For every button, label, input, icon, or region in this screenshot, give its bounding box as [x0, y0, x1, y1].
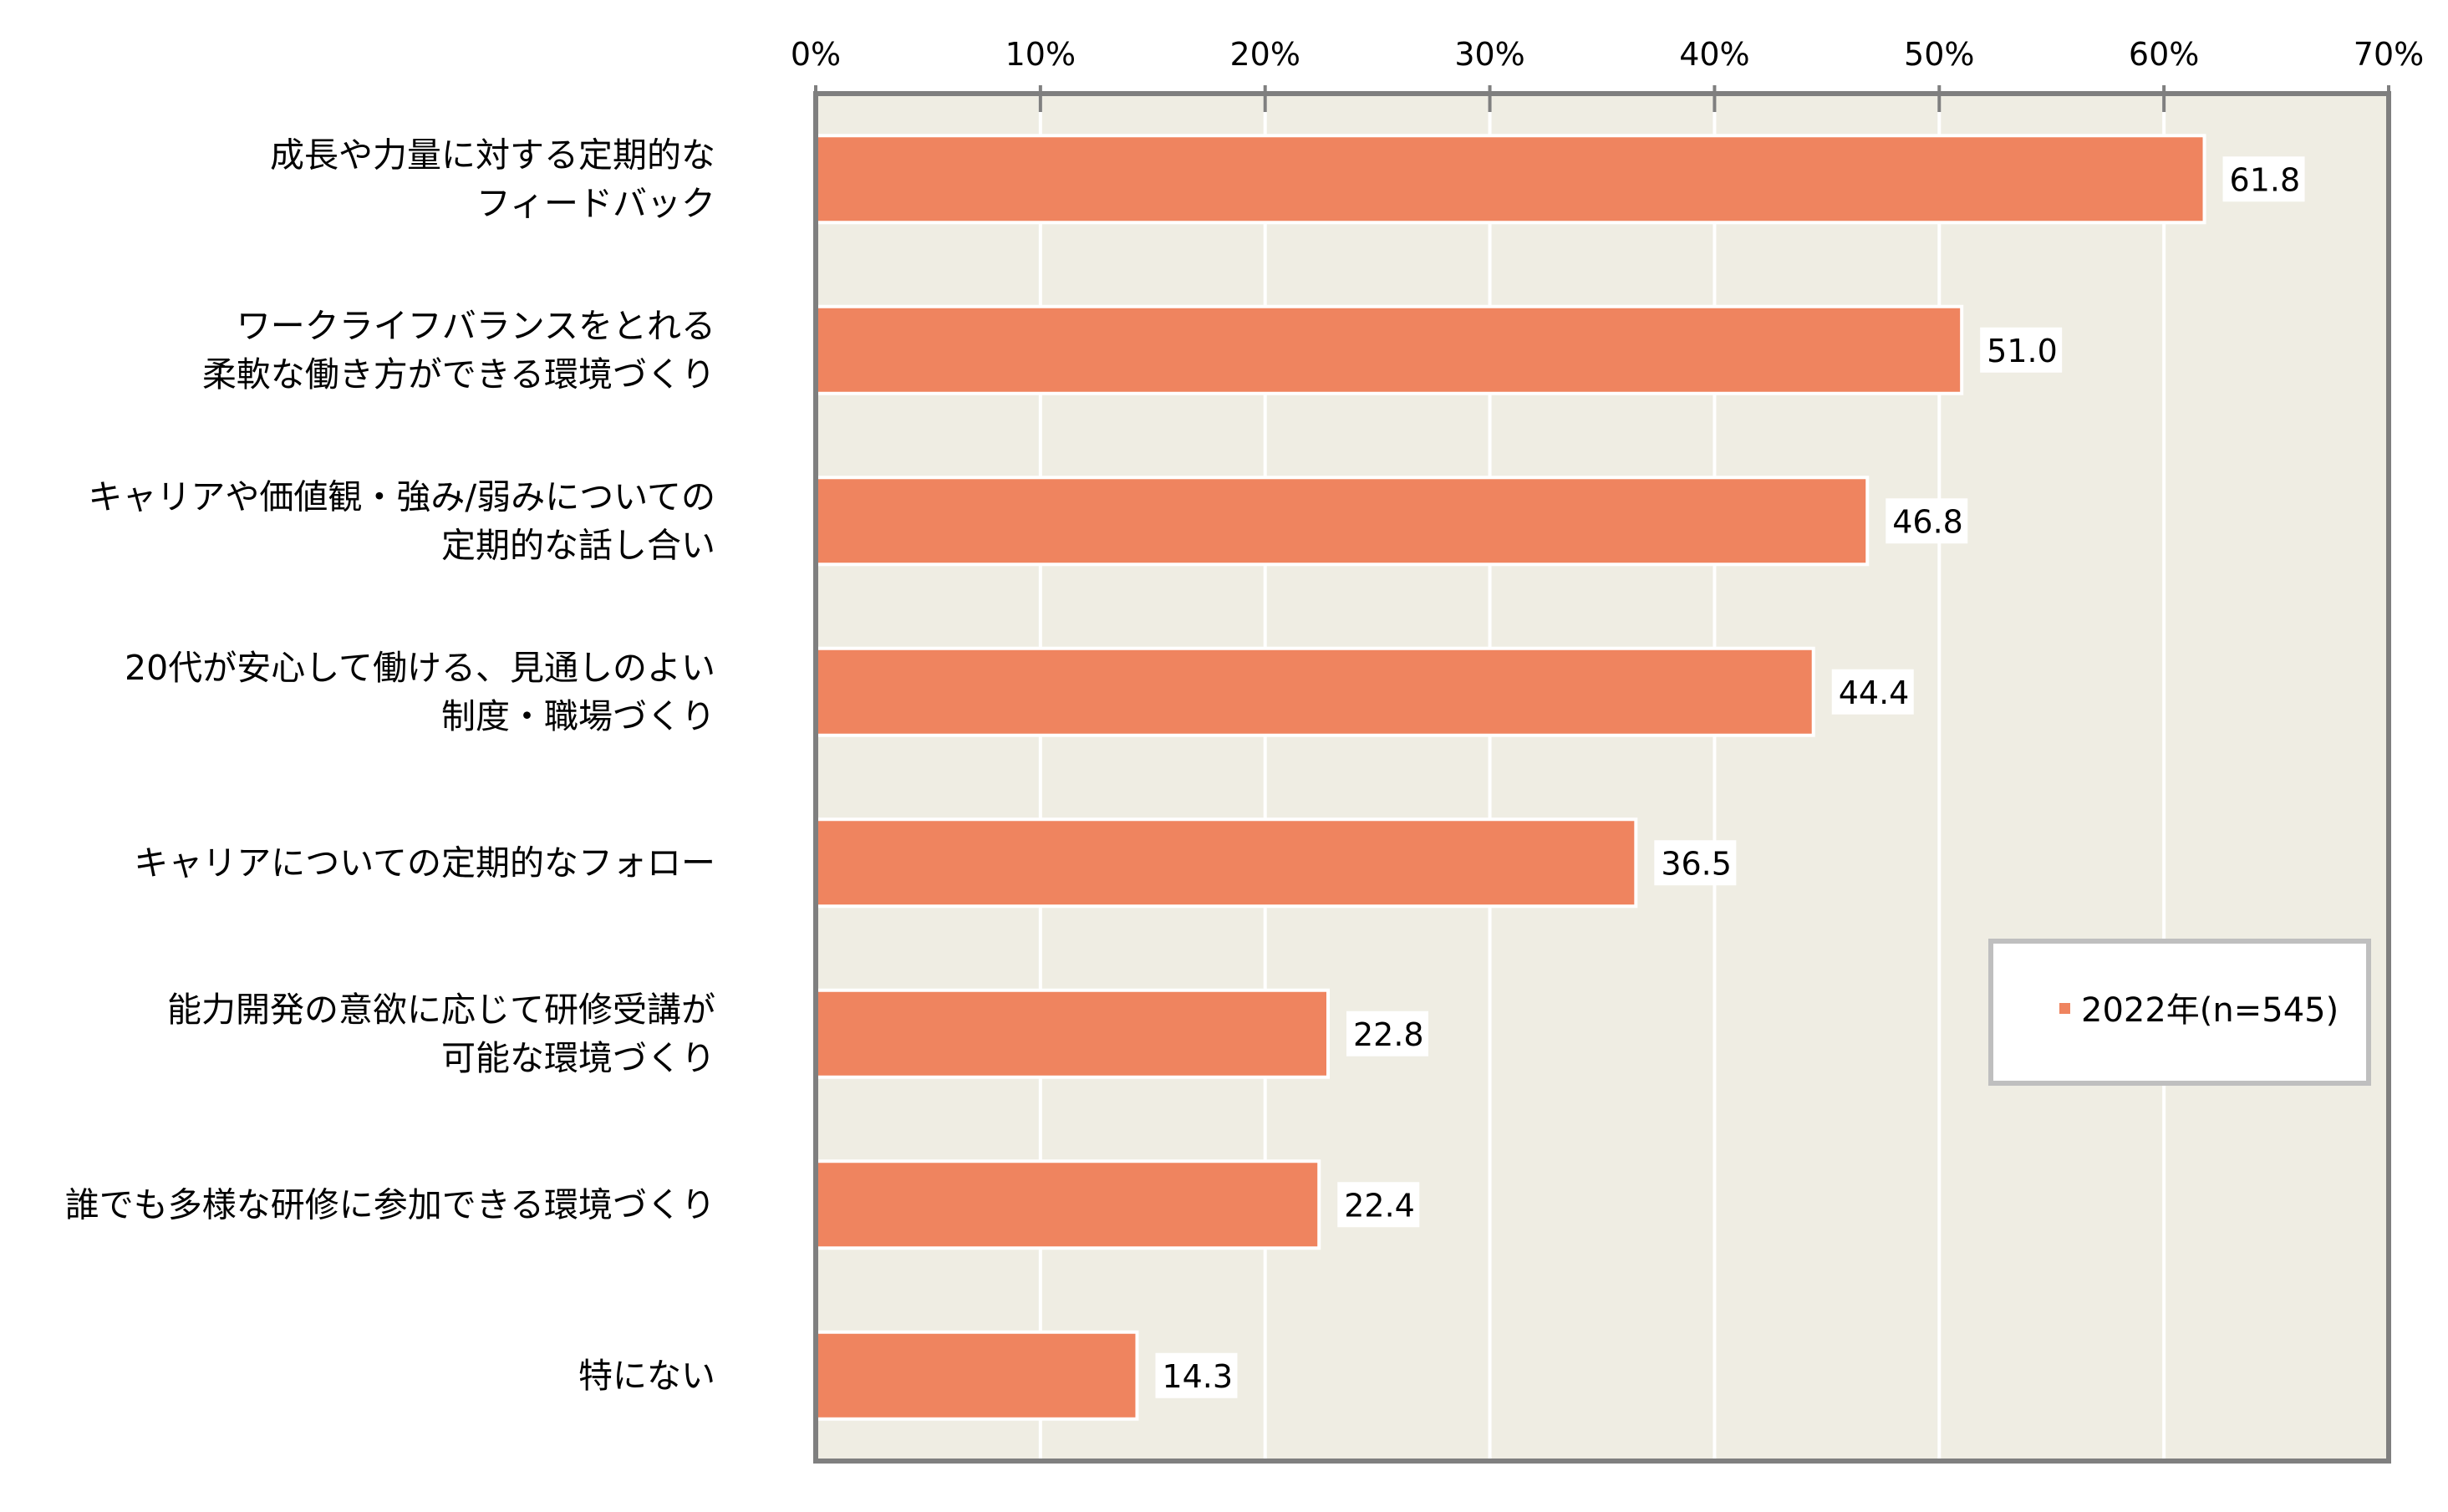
legend-swatch [2059, 1003, 2070, 1014]
value-label: 22.4 [1344, 1187, 1415, 1224]
category-label: 20代が安心して働ける、見通しのよい [125, 648, 715, 688]
category-label: 制度・職場づくり [441, 696, 715, 736]
x-tick-label: 30% [1454, 36, 1524, 73]
value-label-bg [1654, 840, 1737, 886]
bar [814, 988, 1330, 1079]
category-label: 可能な環境づくり [441, 1038, 715, 1078]
category-label: 定期的な話し合い [441, 525, 715, 565]
x-tick-label: 50% [1904, 36, 1974, 73]
bar [814, 646, 1815, 737]
x-tick-label: 60% [2129, 36, 2199, 73]
category-label: フィードバック [476, 183, 715, 223]
value-label-bg [1980, 327, 2063, 373]
legend-box [1988, 939, 2371, 1086]
category-labels: 成長や力量に対する定期的なフィードバックワークライフバランスをとれる柔軟な働き方… [65, 135, 715, 1396]
category-label: 柔軟な働き方ができる環境づくり [202, 354, 715, 395]
value-label-bg [1337, 1182, 1420, 1228]
category-label: ワークライフバランスをとれる [237, 306, 715, 346]
x-tick-label: 70% [2354, 36, 2424, 73]
category-label: 能力開発の意欲に応じて研修受講が [167, 990, 715, 1030]
legend: 2022年(n=545) [1988, 939, 2371, 1086]
bar [814, 304, 1964, 395]
value-label: 22.8 [1353, 1016, 1424, 1053]
x-axis-ticks: 0% 10% 20% 30% 40% 50% 60% 70% [791, 36, 2424, 112]
value-label-bg [1346, 1011, 1428, 1056]
category-label: 成長や力量に対する定期的な [270, 135, 715, 175]
plot-border [813, 91, 2391, 1464]
value-label: 14.3 [1162, 1358, 1233, 1395]
plot-background [816, 94, 2389, 1461]
value-label: 44.4 [1839, 675, 1910, 711]
value-label: 36.5 [1661, 845, 1732, 882]
value-label-bg [2222, 156, 2305, 202]
value-label: 46.8 [1892, 503, 1963, 540]
bar [814, 1159, 1321, 1250]
category-label: 誰でも多様な研修に参加できる環境づくり [65, 1184, 715, 1224]
category-label: キャリアや価値観・強み/弱みについての [88, 476, 715, 517]
bar [814, 134, 2206, 225]
value-label-bg [1886, 498, 1968, 544]
category-label: 特にない [578, 1356, 715, 1396]
bar [814, 476, 1870, 567]
legend-label: 2022年(n=545) [2081, 991, 2339, 1030]
value-label: 61.8 [2230, 161, 2301, 198]
x-tick-label: 40% [1679, 36, 1749, 73]
value-label: 51.0 [1987, 333, 2058, 369]
x-tick-label: 0% [791, 36, 841, 73]
bars: 61.8 51.0 46.8 44.4 36.5 22.8 22.4 14.3 [814, 134, 2305, 1421]
bar [814, 817, 1638, 909]
bar [814, 1330, 1139, 1421]
x-tick-label: 20% [1229, 36, 1300, 73]
value-label-bg [1831, 669, 1914, 715]
x-tick-label: 10% [1005, 36, 1076, 73]
category-label: キャリアについての定期的なフォロー [134, 843, 715, 883]
value-label-bg [1155, 1352, 1238, 1398]
